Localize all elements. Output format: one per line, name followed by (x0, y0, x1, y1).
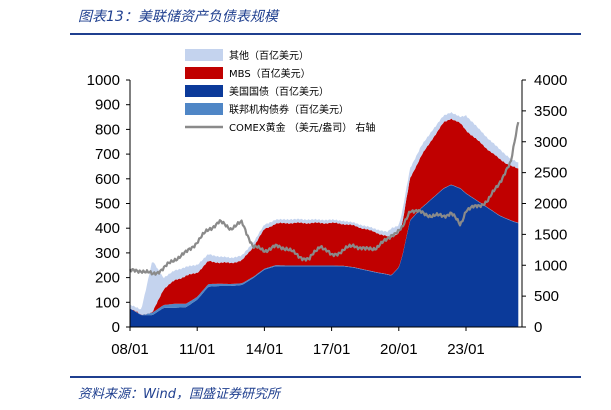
left-tick-label: 600 (95, 171, 120, 188)
legend-label: COMEX黄金 （美元/盎司） 右轴 (229, 121, 375, 134)
left-tick-label: 800 (95, 121, 120, 138)
right-tick-label: 1000 (534, 257, 567, 274)
left-tick-label: 700 (95, 146, 120, 163)
left-tick-label: 200 (95, 270, 120, 287)
x-tick-label: 17/01 (313, 341, 351, 358)
left-tick-label: 900 (95, 97, 120, 114)
area-series-4 (130, 112, 519, 316)
line-series-gold (129, 121, 520, 276)
legend-label: MBS（百亿美元） (229, 67, 311, 80)
legend-label: 联邦机构债券（百亿美元） (229, 103, 349, 116)
legend-label: 其他（百亿美元） (229, 49, 309, 62)
plot-area (129, 112, 520, 327)
left-tick-label: 1000 (87, 72, 120, 89)
legend: 其他（百亿美元） MBS（百亿美元） 美国国债（百亿美元） 联邦机构债券（百亿美元） C… (185, 49, 375, 134)
right-tick-label: 3500 (534, 103, 567, 120)
x-tick-label: 08/01 (111, 341, 149, 358)
legend-label: 美国国债（百亿美元） (229, 85, 329, 98)
right-tick-label: 2000 (534, 196, 567, 213)
figure-title: 图表13：美联储资产负债表规模 (78, 9, 278, 25)
top-rule (70, 33, 581, 35)
x-tick-label: 20/01 (380, 341, 418, 358)
right-tick-label: 3000 (534, 134, 567, 151)
x-tick-label: 23/01 (447, 341, 485, 358)
fed-balance-sheet-chart: 0 100 200 300 400 500 600 700 800 900 1000 0 500 1000… (87, 49, 568, 358)
right-tick-label: 500 (534, 288, 559, 305)
right-tick-label: 4000 (534, 72, 567, 89)
axes: 0 100 200 300 400 500 600 700 800 900 1000 0 500 1000… (87, 72, 568, 358)
right-tick-label: 0 (534, 319, 542, 336)
bottom-rule (70, 376, 581, 378)
area-series-3 (130, 118, 519, 316)
right-tick-label: 2500 (534, 165, 567, 182)
source-note: 资料来源：Wind，国盛证券研究所 (78, 387, 280, 402)
legend-swatch (185, 67, 223, 79)
right-tick-label: 1500 (534, 226, 567, 243)
left-tick-label: 100 (95, 294, 120, 311)
left-tick-label: 400 (95, 220, 120, 237)
legend-swatch (185, 49, 223, 61)
left-tick-label: 300 (95, 245, 120, 262)
legend-swatch (185, 85, 223, 97)
x-tick-label: 11/01 (179, 341, 215, 358)
x-tick-label: 14/01 (246, 341, 284, 358)
left-tick-label: 500 (95, 196, 120, 213)
legend-swatch (185, 103, 223, 115)
left-tick-label: 0 (112, 319, 120, 336)
area-series-1 (130, 185, 519, 327)
